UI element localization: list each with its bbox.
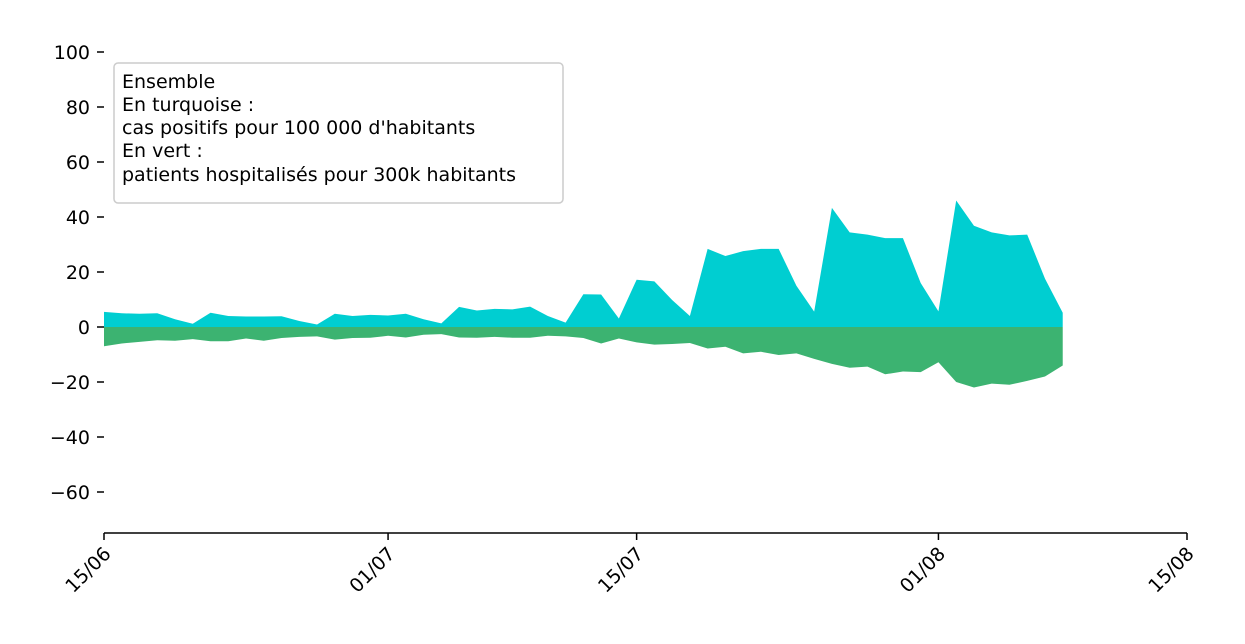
x-tick-label: 01/07 bbox=[345, 543, 399, 597]
y-tick-label: −60 bbox=[50, 482, 90, 504]
y-tick-label: 100 bbox=[54, 42, 90, 64]
y-tick-label: 80 bbox=[66, 97, 90, 119]
x-tick-label: 15/08 bbox=[1144, 543, 1198, 597]
x-tick-label: 15/07 bbox=[594, 543, 648, 597]
y-tick-label: 40 bbox=[66, 207, 90, 229]
x-axis: 15/06 01/07 15/07 01/08 15/08 bbox=[61, 532, 1199, 597]
legend-line-4: En vert : bbox=[122, 140, 203, 162]
y-tick-label: −40 bbox=[50, 427, 90, 449]
legend-line-2: En turquoise : bbox=[122, 94, 254, 116]
legend: Ensemble En turquoise : cas positifs pou… bbox=[113, 62, 564, 204]
area-series-group bbox=[104, 200, 1063, 388]
y-tick-label: −20 bbox=[50, 372, 90, 394]
y-tick-label: 20 bbox=[66, 262, 90, 284]
y-tick-label: 0 bbox=[78, 317, 90, 339]
x-tick-label: 01/08 bbox=[896, 543, 950, 597]
legend-line-5: patients hospitalisés pour 300k habitant… bbox=[122, 164, 516, 186]
x-tick-label: 15/06 bbox=[61, 543, 115, 597]
area-series-2 bbox=[104, 327, 1063, 388]
y-axis: 100 80 60 40 20 0 −20 −40 −60 bbox=[50, 42, 104, 504]
area-series-1 bbox=[104, 200, 1063, 327]
legend-line-1: Ensemble bbox=[122, 71, 215, 93]
legend-line-3: cas positifs pour 100 000 d'habitants bbox=[122, 117, 475, 139]
y-tick-label: 60 bbox=[66, 152, 90, 174]
legend-box bbox=[113, 62, 564, 204]
